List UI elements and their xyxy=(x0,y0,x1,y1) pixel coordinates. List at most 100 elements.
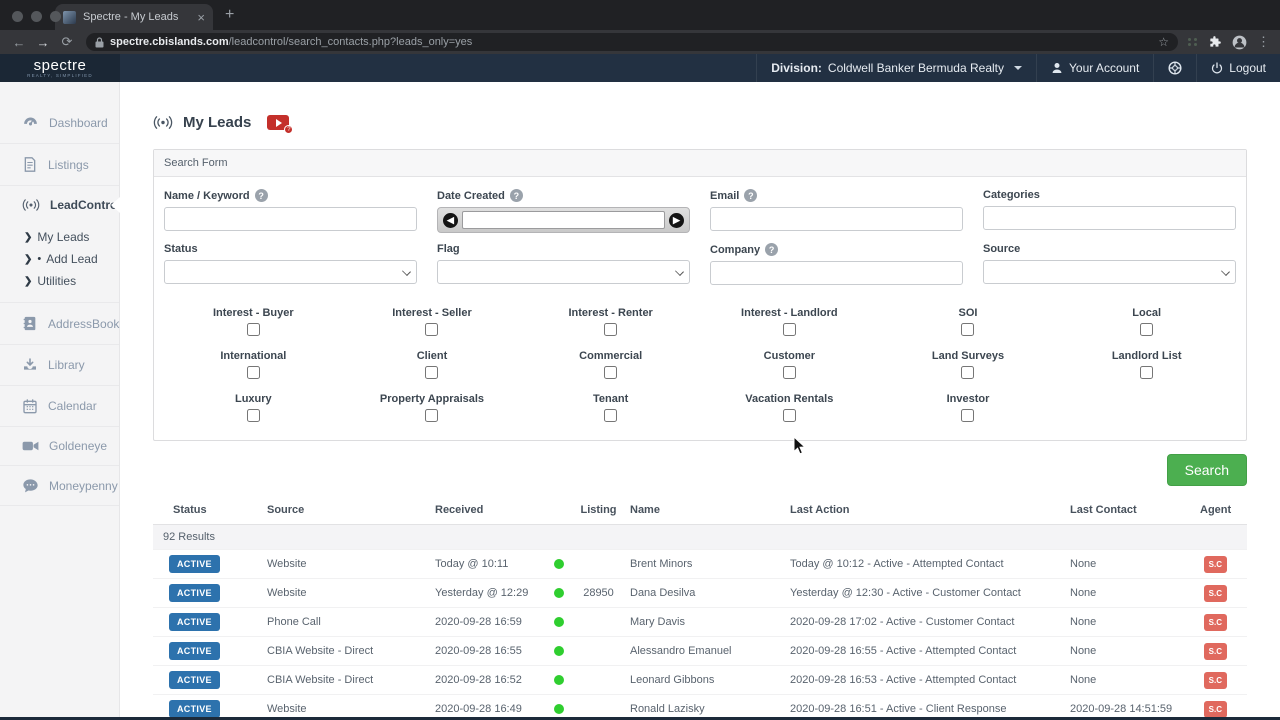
extensions-puzzle-icon[interactable] xyxy=(1208,35,1222,49)
help-icon[interactable]: ? xyxy=(509,189,523,202)
soi-checkbox[interactable] xyxy=(961,323,975,336)
interest-landlord-checkbox[interactable] xyxy=(782,323,796,336)
video-camera-icon xyxy=(22,441,39,451)
source-select[interactable] xyxy=(983,260,1236,284)
cell-name[interactable]: Mary Davis xyxy=(626,607,786,637)
table-row[interactable]: ACTIVE CBIA Website - Direct 2020-09-28 … xyxy=(153,636,1247,666)
interest-seller-checkbox[interactable] xyxy=(425,323,439,336)
col-last-action[interactable]: Last Action xyxy=(786,496,1066,525)
cell-name[interactable]: Ronald Lazisky xyxy=(626,694,786,720)
commercial-checkbox[interactable] xyxy=(604,366,618,379)
luxury-checkbox[interactable] xyxy=(246,409,260,422)
local-checkbox[interactable] xyxy=(1140,323,1154,336)
sidebar-item-listings[interactable]: Listings xyxy=(0,143,119,185)
agent-badge[interactable]: S.C xyxy=(1203,584,1227,602)
address-bar[interactable]: spectre.cbislands.com/leadcontrol/search… xyxy=(86,33,1178,51)
table-row[interactable]: ACTIVE Phone Call 2020-09-28 16:59 Mary … xyxy=(153,607,1247,637)
submenu-item-add-lead[interactable]: ❯ • Add Lead xyxy=(24,248,119,270)
tenant-checkbox[interactable] xyxy=(604,409,618,422)
vacation-rentals-checkbox[interactable] xyxy=(782,409,796,422)
sidebar-item-goldeneye[interactable]: Goldeneye xyxy=(0,426,119,465)
browser-tab[interactable]: Spectre - My Leads × xyxy=(55,4,213,30)
col-status[interactable]: Status xyxy=(153,496,263,525)
sidebar-item-calendar[interactable]: Calendar xyxy=(0,385,119,426)
profile-avatar-icon[interactable] xyxy=(1232,35,1247,50)
customer-checkbox[interactable] xyxy=(782,366,796,379)
col-last-contact[interactable]: Last Contact xyxy=(1066,496,1196,525)
categories-input[interactable] xyxy=(983,206,1236,230)
sidebar-item-library[interactable]: Library xyxy=(0,344,119,385)
agent-badge[interactable]: S.C xyxy=(1203,700,1227,718)
search-button[interactable]: Search xyxy=(1166,454,1247,486)
agent-badge[interactable]: S.C xyxy=(1203,671,1227,689)
agent-badge[interactable]: S.C xyxy=(1203,642,1227,660)
status-badge[interactable]: ACTIVE xyxy=(169,584,220,602)
cell-last-action: Yesterday @ 12:30 - Active - Customer Co… xyxy=(786,578,1066,608)
cell-name[interactable]: Brent Minors xyxy=(626,549,786,579)
forward-icon[interactable]: → xyxy=(36,34,50,50)
date-created-input[interactable] xyxy=(462,211,665,229)
division-dropdown[interactable]: Division: Coldwell Banker Bermuda Realty xyxy=(756,54,1036,82)
window-zoom-button[interactable] xyxy=(50,11,61,22)
browser-menu-icon[interactable]: ⋮ xyxy=(1257,34,1270,49)
status-badge[interactable]: ACTIVE xyxy=(169,700,220,718)
window-close-button[interactable] xyxy=(12,11,23,22)
company-input[interactable] xyxy=(710,261,963,285)
interest-buyer-checkbox[interactable] xyxy=(246,323,260,336)
submenu-item-utilities[interactable]: ❯ Utilities xyxy=(24,270,119,292)
col-agent[interactable]: Agent xyxy=(1196,496,1247,525)
col-listing[interactable]: Listing xyxy=(571,496,626,525)
your-account-button[interactable]: Your Account xyxy=(1036,54,1153,82)
support-button[interactable] xyxy=(1153,54,1196,82)
sidebar-item-addressbook[interactable]: AddressBook xyxy=(0,302,119,344)
date-prev-button[interactable]: ◀ xyxy=(443,212,458,228)
status-badge[interactable]: ACTIVE xyxy=(169,642,220,660)
col-received[interactable]: Received xyxy=(431,496,546,525)
cell-name[interactable]: Alessandro Emanuel xyxy=(626,636,786,666)
name-keyword-input[interactable] xyxy=(164,207,417,231)
interest-renter-checkbox[interactable] xyxy=(604,323,618,336)
property-appraisals-checkbox[interactable] xyxy=(425,409,439,422)
cell-name[interactable]: Leonard Gibbons xyxy=(626,665,786,695)
land-surveys-checkbox[interactable] xyxy=(961,366,975,379)
email-input[interactable] xyxy=(710,207,963,231)
table-row[interactable]: ACTIVE Website Yesterday @ 12:29 28950 D… xyxy=(153,578,1247,608)
status-badge[interactable]: ACTIVE xyxy=(169,613,220,631)
sidebar-item-leadcontrol[interactable]: LeadControl xyxy=(0,185,121,224)
status-badge[interactable]: ACTIVE xyxy=(169,555,220,573)
bookmark-star-icon[interactable]: ☆ xyxy=(1158,35,1169,49)
extension-icon[interactable] xyxy=(1188,38,1198,46)
status-select[interactable] xyxy=(164,260,417,284)
sidebar-item-dashboard[interactable]: Dashboard xyxy=(0,102,119,143)
landlord-list-checkbox[interactable] xyxy=(1140,366,1154,379)
agent-badge[interactable]: S.C xyxy=(1203,613,1227,631)
chevron-right-icon: ❯ xyxy=(24,253,33,265)
help-video-button[interactable]: ? xyxy=(267,115,294,134)
table-row[interactable]: ACTIVE Website 2020-09-28 16:49 Ronald L… xyxy=(153,694,1247,720)
sidebar-item-moneypenny[interactable]: Moneypenny xyxy=(0,465,119,506)
tab-close-icon[interactable]: × xyxy=(197,9,205,25)
table-row[interactable]: ACTIVE Website Today @ 10:11 Brent Minor… xyxy=(153,549,1247,579)
cell-name[interactable]: Dana Desilva xyxy=(626,578,786,608)
col-source[interactable]: Source xyxy=(263,496,431,525)
help-icon[interactable]: ? xyxy=(744,189,758,202)
help-icon[interactable]: ? xyxy=(254,189,268,202)
international-checkbox[interactable] xyxy=(246,366,260,379)
agent-badge[interactable]: S.C xyxy=(1203,555,1227,573)
col-name[interactable]: Name xyxy=(626,496,786,525)
date-next-button[interactable]: ▶ xyxy=(669,212,684,228)
new-tab-button[interactable]: + xyxy=(225,6,235,23)
reload-icon[interactable]: ⟳ xyxy=(61,34,73,49)
logout-button[interactable]: Logout xyxy=(1196,54,1280,82)
window-controls[interactable] xyxy=(12,11,61,22)
submenu-item-my-leads[interactable]: ❯ My Leads xyxy=(24,226,119,248)
app-logo[interactable]: spectre REALTY, SIMPLIFIED xyxy=(0,54,120,82)
flag-select[interactable] xyxy=(437,260,690,284)
client-checkbox[interactable] xyxy=(425,366,439,379)
investor-checkbox[interactable] xyxy=(961,409,975,422)
help-icon[interactable]: ? xyxy=(765,243,779,256)
status-badge[interactable]: ACTIVE xyxy=(169,671,220,689)
window-minimize-button[interactable] xyxy=(31,11,42,22)
back-icon[interactable]: ← xyxy=(12,34,26,50)
table-row[interactable]: ACTIVE CBIA Website - Direct 2020-09-28 … xyxy=(153,665,1247,695)
